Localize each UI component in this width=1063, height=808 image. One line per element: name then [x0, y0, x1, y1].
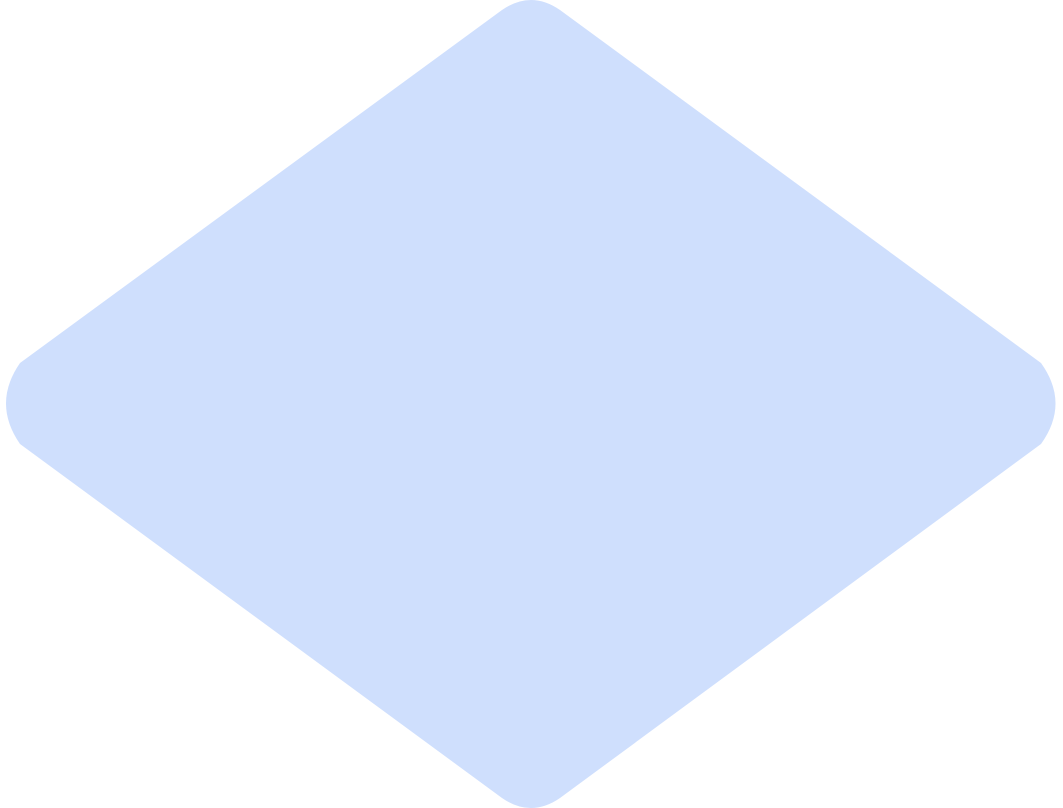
decision-diamond-shape [6, 0, 1056, 808]
